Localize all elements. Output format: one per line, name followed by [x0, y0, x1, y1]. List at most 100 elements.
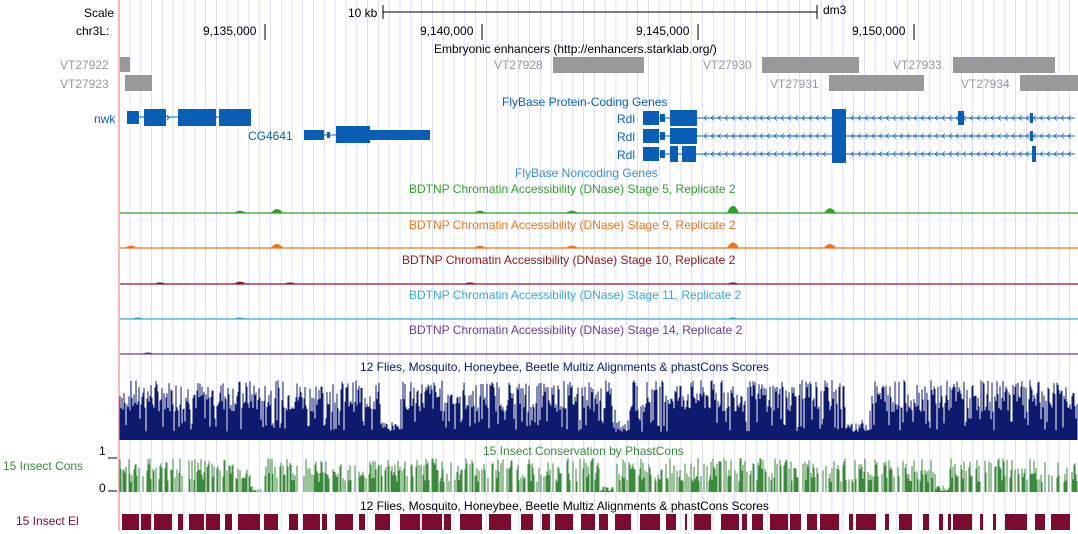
strand-arrow [892, 151, 897, 157]
dnase-tracks[interactable]: BDTNP Chromatin Accessibility (DNase) St… [120, 182, 1078, 355]
rdl-transcript[interactable]: Rdl [617, 127, 1075, 145]
enhancer-feature[interactable] [125, 75, 152, 91]
gene-nwk[interactable]: nwk › › [94, 109, 251, 126]
conserved-element[interactable] [721, 514, 739, 530]
conserved-element[interactable] [154, 514, 172, 530]
strand-arrow [906, 133, 911, 139]
gene-rdl[interactable]: Rdl Rdl Rdl [617, 109, 1075, 163]
strand-arrow [794, 133, 799, 139]
gene-exon [304, 130, 324, 140]
enhancer-feature[interactable] [829, 75, 924, 91]
strand-arrow [920, 133, 925, 139]
conserved-element[interactable] [189, 514, 204, 530]
dnase-peak [464, 282, 476, 284]
rdl-transcript[interactable]: Rdl [617, 109, 1075, 127]
conserved-element[interactable] [939, 514, 943, 530]
conserved-element[interactable] [807, 514, 817, 530]
conserved-element[interactable] [359, 514, 365, 530]
enhancer-label: VT27934 [961, 77, 1010, 91]
enhancers-track[interactable]: VT27922 VT27923 VT27928 VT27930 VT27931 … [60, 57, 1078, 91]
enhancer-feature[interactable] [120, 57, 130, 72]
protein-coding-track[interactable]: nwk › › CG4641 Rdl Rdl Rdl [94, 109, 1075, 163]
conserved-element[interactable] [444, 514, 451, 530]
conserved-element[interactable] [770, 514, 788, 530]
enhancer-feature[interactable] [953, 57, 1055, 73]
conserved-element[interactable] [521, 514, 533, 530]
conserved-element[interactable] [178, 514, 183, 530]
conserved-element[interactable] [581, 514, 595, 530]
strand-arrow [892, 115, 897, 121]
conserved-element[interactable] [1051, 514, 1070, 530]
conserved-element[interactable] [303, 514, 320, 530]
conserved-element[interactable] [685, 514, 687, 530]
phastcons-track[interactable] [119, 458, 1078, 492]
enhancer-feature[interactable] [553, 57, 644, 73]
rdl-transcript[interactable]: Rdl [617, 145, 1075, 163]
conserved-element[interactable] [599, 514, 608, 530]
phastcons-wiggle [119, 458, 1078, 492]
dnase-peak [824, 244, 836, 248]
strand-arrow [906, 151, 911, 157]
strand-arrow [948, 151, 953, 157]
multiz-track[interactable] [119, 380, 1078, 440]
position-label: 9,150,000 [852, 24, 906, 38]
conserved-element[interactable] [322, 514, 327, 530]
elements-track[interactable] [122, 514, 1070, 530]
conserved-element[interactable] [953, 514, 972, 530]
conserved-element[interactable] [752, 514, 763, 530]
conserved-element[interactable] [1005, 514, 1027, 530]
conserved-element[interactable] [264, 514, 278, 530]
conserved-element[interactable] [790, 514, 801, 530]
conserved-element[interactable] [885, 514, 889, 530]
conserved-element[interactable] [1035, 514, 1045, 530]
dnase-track[interactable]: BDTNP Chromatin Accessibility (DNase) St… [120, 253, 1078, 285]
conserved-element[interactable] [923, 514, 929, 530]
conserved-element[interactable] [542, 514, 550, 530]
conserved-element[interactable] [666, 514, 676, 530]
conserved-element[interactable] [980, 514, 983, 530]
conserved-element[interactable] [555, 514, 573, 530]
strand-arrow [969, 151, 974, 157]
conserved-element[interactable] [856, 514, 876, 530]
conserved-element[interactable] [422, 514, 442, 530]
conserved-element[interactable] [640, 514, 660, 530]
strand-arrow [948, 115, 953, 121]
conserved-element[interactable] [375, 514, 390, 530]
conserved-element[interactable] [238, 514, 260, 530]
conserved-element[interactable] [615, 514, 631, 530]
strand-arrow [850, 151, 855, 157]
gene-exon [832, 145, 846, 163]
conserved-element[interactable] [225, 514, 232, 530]
strand-arrow [878, 115, 883, 121]
conserved-element[interactable] [849, 514, 853, 530]
conserved-element[interactable] [820, 514, 839, 530]
conserved-element[interactable] [289, 514, 298, 530]
conserved-element[interactable] [335, 514, 353, 530]
conserved-element[interactable] [400, 514, 420, 530]
dnase-track[interactable]: BDTNP Chromatin Accessibility (DNase) St… [120, 288, 1078, 320]
dnase-track[interactable]: BDTNP Chromatin Accessibility (DNase) St… [120, 323, 1078, 355]
conserved-element[interactable] [141, 514, 151, 530]
enhancer-feature[interactable] [1020, 75, 1078, 91]
dnase-track[interactable]: BDTNP Chromatin Accessibility (DNase) St… [120, 218, 1078, 249]
conserved-element[interactable] [899, 514, 912, 530]
conserved-element[interactable] [948, 514, 951, 530]
enhancer-feature[interactable] [762, 57, 859, 73]
conserved-element[interactable] [122, 514, 139, 530]
conserved-element[interactable] [489, 514, 511, 530]
strand-arrow [899, 151, 904, 157]
gene-exon [832, 109, 846, 127]
conserved-element[interactable] [742, 514, 747, 530]
gene-label: Rdl [617, 148, 635, 162]
conserved-element[interactable] [460, 514, 482, 530]
conserved-element[interactable] [993, 514, 996, 530]
strand-arrow [780, 133, 785, 139]
dnase-track[interactable]: BDTNP Chromatin Accessibility (DNase) St… [120, 182, 1078, 214]
strand-arrow [1060, 133, 1065, 139]
gene-cg4641[interactable]: CG4641 [248, 126, 430, 143]
dnase-peak [474, 245, 486, 248]
conserved-element[interactable] [206, 514, 220, 530]
conserved-element[interactable] [694, 514, 711, 530]
strand-arrow [738, 115, 743, 121]
